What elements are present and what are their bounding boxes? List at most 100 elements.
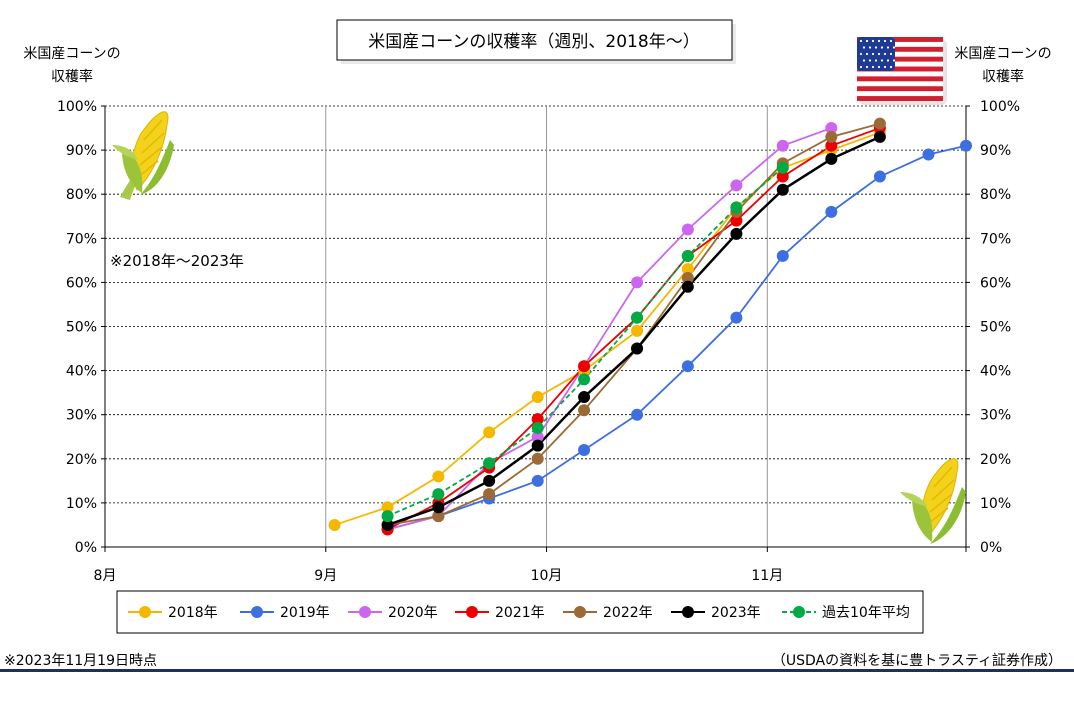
data-point <box>776 139 789 152</box>
y-tick-label-left: 20% <box>66 452 97 468</box>
footer-rule <box>0 669 1074 672</box>
flag-star <box>862 59 866 62</box>
flag-stripe <box>857 76 943 82</box>
legend-swatch-marker <box>793 606 805 618</box>
flag-star <box>880 46 884 49</box>
flag-star <box>868 46 872 49</box>
flag-star <box>877 65 881 69</box>
data-point <box>531 421 544 434</box>
legend-label: 2022年 <box>603 605 653 621</box>
data-point <box>730 201 743 214</box>
data-point <box>381 518 394 531</box>
series-line <box>387 167 784 517</box>
y-tick-label-right: 90% <box>980 143 1011 159</box>
x-tick-label: 8月 <box>94 568 117 584</box>
data-point <box>681 223 694 236</box>
flag-star <box>892 59 896 62</box>
data-point <box>381 501 394 514</box>
legend-label: 2019年 <box>280 605 330 621</box>
us-flag-icon <box>857 37 947 105</box>
flag-star <box>871 65 875 69</box>
flag-star <box>874 59 878 62</box>
flag-star <box>892 46 896 49</box>
data-point <box>432 510 445 523</box>
series-line <box>387 127 832 531</box>
legend-swatch-marker <box>359 606 371 618</box>
data-point <box>825 139 838 152</box>
data-point <box>730 214 743 227</box>
data-point <box>960 139 972 152</box>
flag-star <box>889 65 893 69</box>
flag-star <box>889 52 893 56</box>
y-tick-label-right: 80% <box>980 187 1011 203</box>
series-lines <box>328 117 972 536</box>
flag-star <box>889 39 893 43</box>
data-point <box>631 324 644 337</box>
left-axis-label-line1: 米国産コーンの <box>23 46 120 62</box>
legend-swatch-marker <box>574 606 586 618</box>
legend-swatch-marker <box>682 606 694 618</box>
data-point <box>825 130 838 143</box>
right-axis-label-line1: 米国産コーンの <box>954 46 1051 62</box>
data-point <box>483 474 496 487</box>
legend-swatch-marker <box>251 606 263 618</box>
flag-star <box>886 46 890 49</box>
data-point <box>381 510 394 523</box>
corn-icon <box>112 111 174 200</box>
data-point <box>681 360 694 373</box>
y-tick-label-left: 60% <box>66 275 97 291</box>
legend: 2018年 2019年 2020年 2021年 2022年 2023年 過去10年平均 <box>128 605 910 621</box>
data-point <box>730 179 743 192</box>
flag-star <box>883 52 887 56</box>
data-point <box>483 426 496 439</box>
footer-source: （USDAの資料を基に豊トラスティ証券作成） <box>772 652 1062 669</box>
y-tick-label-right: 10% <box>980 496 1011 512</box>
y-tick-label-left: 10% <box>66 496 97 512</box>
y-tick-label-left: 100% <box>57 99 97 115</box>
footer-note: ※2023年11月19日時点 <box>4 653 157 669</box>
flag-star <box>859 65 863 69</box>
data-point <box>776 170 789 183</box>
data-point <box>531 391 544 404</box>
flag-star <box>865 52 869 56</box>
corn-icon-bottom <box>900 458 966 544</box>
y-tick-label-right: 50% <box>980 320 1011 336</box>
flag-stripe <box>857 37 943 42</box>
data-point <box>531 474 544 487</box>
y-tick-label-left: 80% <box>66 187 97 203</box>
data-point <box>776 183 789 196</box>
y-tick-label-left: 50% <box>66 320 97 336</box>
flag-star <box>880 59 884 62</box>
flag-star <box>862 46 866 49</box>
legend-label: 2020年 <box>388 605 438 621</box>
y-tick-label-right: 70% <box>980 231 1011 247</box>
right-axis-label-line2: 収穫率 <box>982 68 1024 85</box>
data-point <box>776 161 789 174</box>
data-point <box>432 501 445 514</box>
y-tick-label-right: 20% <box>980 452 1011 468</box>
legend-label: 2021年 <box>495 605 545 621</box>
flag-stripe <box>857 66 943 72</box>
data-point <box>681 249 694 262</box>
data-point <box>631 276 644 289</box>
flag-star <box>868 59 872 62</box>
y-tick-label-left: 70% <box>66 231 97 247</box>
data-point <box>873 130 886 143</box>
range-annotation: ※2018年～2023年 <box>110 252 244 270</box>
flag-stripe <box>857 86 943 92</box>
data-point <box>825 122 838 135</box>
data-point <box>681 263 694 276</box>
flag-star <box>886 59 890 62</box>
data-point <box>873 117 886 130</box>
data-point <box>825 152 838 165</box>
legend-label: 過去10年平均 <box>822 605 910 621</box>
data-point <box>681 271 694 284</box>
y-tick-label-right: 0% <box>980 540 1002 556</box>
data-point <box>631 342 644 355</box>
data-point <box>730 311 743 324</box>
x-tick-label: 11月 <box>751 568 783 584</box>
legend-swatch-marker <box>139 606 151 618</box>
flag-star <box>865 65 869 69</box>
data-point <box>578 373 591 386</box>
